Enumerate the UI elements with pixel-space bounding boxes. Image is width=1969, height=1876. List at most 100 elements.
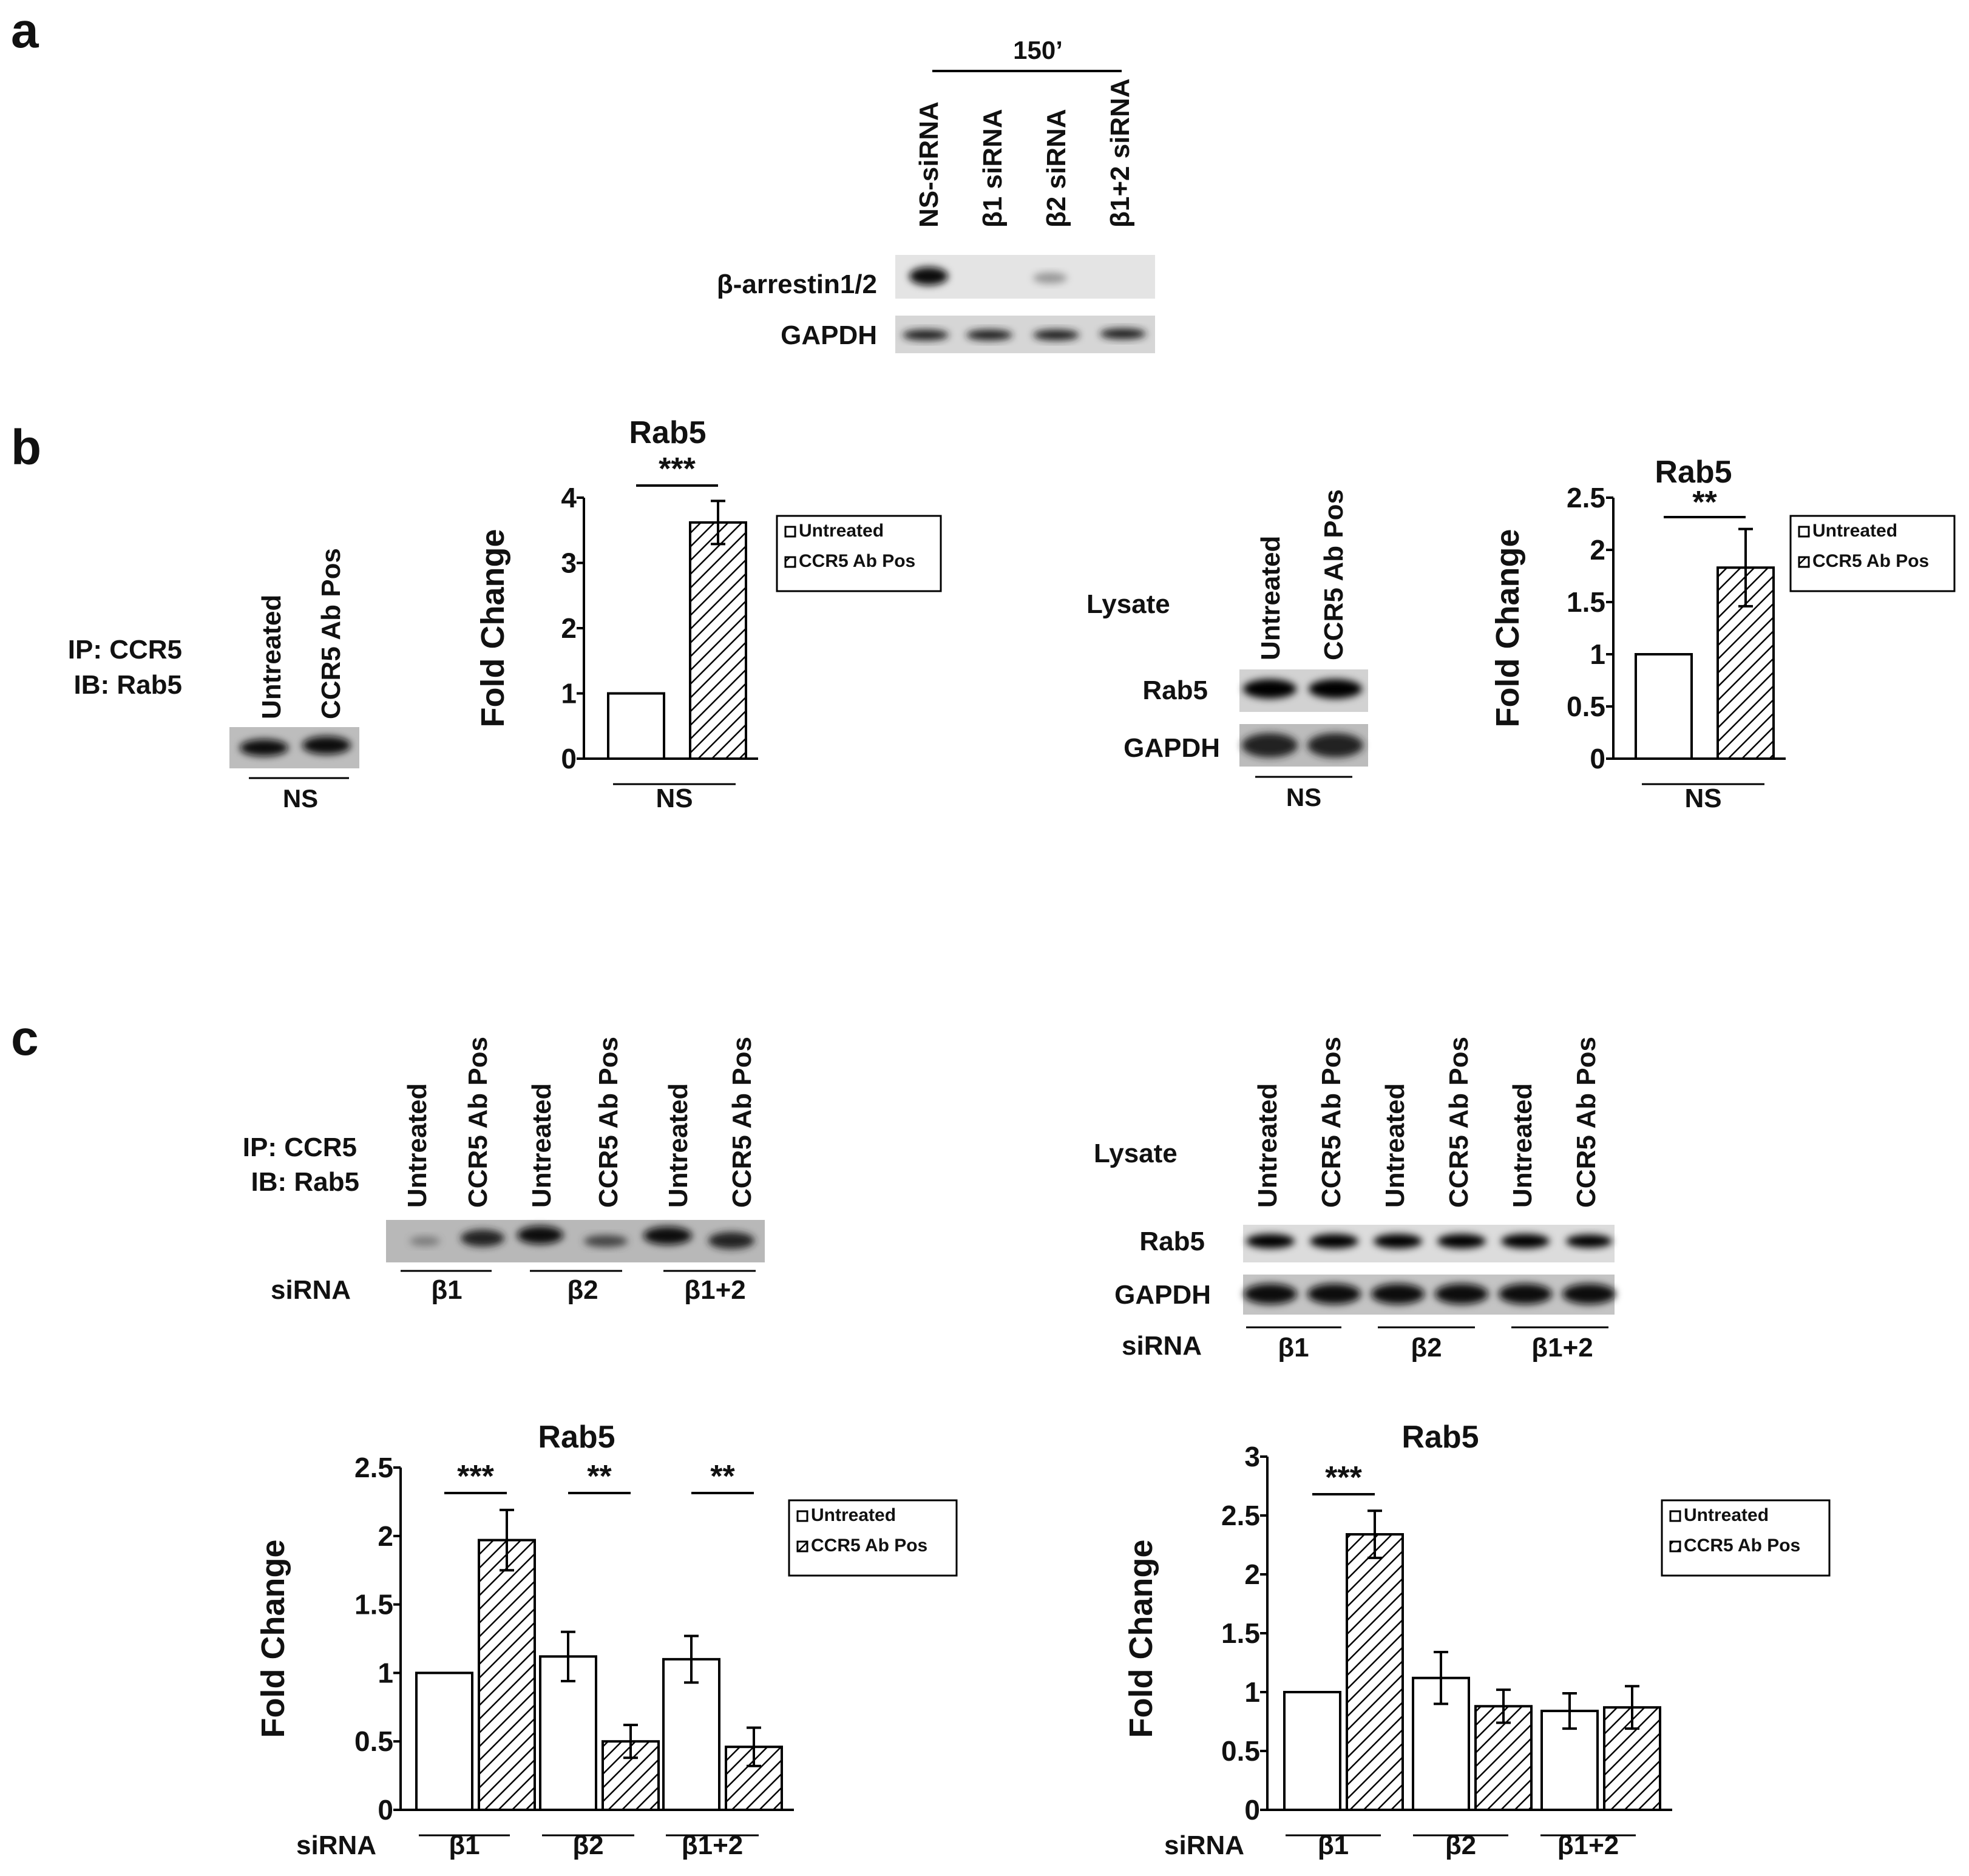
blot-band [966,330,1012,340]
lane-label: NS-siRNA [914,101,944,228]
blot-strip [386,1220,765,1262]
lane-label: Untreated [663,1083,693,1208]
panel-b-ip-blot: IP: CCR5 IB: Rab5 Untreated CCR5 Ab Pos … [68,548,359,813]
legend-swatch [784,526,796,538]
blot-band [1435,1284,1488,1304]
lane-label: CCR5 Ab Pos [1317,1037,1346,1208]
blot-band [1309,679,1362,699]
y-tick-label: 2 [1590,534,1605,566]
ip-label: IP: CCR5 [68,635,182,665]
blot-band [1371,1284,1425,1304]
group-label: NS [283,784,318,813]
y-tick-label: 3 [1244,1441,1260,1472]
lysate-label: Lysate [1086,589,1170,619]
blot-band [1244,1284,1297,1304]
sirna-label: siRNA [271,1275,351,1305]
lane-label: Untreated [402,1083,432,1208]
significance-stars: *** [659,452,696,487]
y-tick-label: 2 [1244,1559,1260,1590]
group-label: NS [1286,783,1321,811]
chart-title: Rab5 [538,1420,615,1455]
legend-swatch [784,556,796,568]
legend-box [1661,1499,1831,1577]
blot-band [643,1227,692,1245]
blot-band [1307,1284,1361,1304]
significance-stars: *** [1325,1460,1362,1495]
blot-band [1566,1234,1612,1248]
lane-label: CCR5 Ab Pos [594,1037,623,1208]
row-label: β-arrestin1/2 [717,269,877,299]
y-tick-label: 0 [1590,743,1605,774]
legend-swatch [1669,1540,1681,1553]
y-tick-label: 0 [1244,1794,1260,1826]
blot-band [1437,1234,1486,1248]
legend-entry: Untreated [811,1505,896,1525]
chart-title: Rab5 [1655,455,1732,490]
legend: Untreated CCR5 Ab Pos [1789,515,1956,592]
legend-entry: Untreated [799,521,884,541]
legend-swatch [1669,1510,1681,1522]
lysate-label: Lysate [1094,1139,1178,1168]
y-tick-label: 0 [561,743,577,774]
y-tick-label: 3 [561,547,577,579]
bar [689,521,747,760]
y-tick-label: 4 [561,482,577,513]
y-tick-label: 1.5 [354,1589,393,1620]
x-category-label: β1 [449,1830,480,1860]
chart-c-ip-rab5: Rab5 Fold Change 0 0.5 1 1.5 2 2.5 *** β1 ** β2 ** β1… [255,1420,958,1860]
group-label: β1+2 [684,1275,746,1305]
lane-label: Untreated [257,595,286,719]
blot-band [1242,733,1298,757]
lane-label: Untreated [1380,1083,1410,1208]
chart-title: Rab5 [629,415,706,450]
panel-a-blot: 150’ NS-siRNA β1 siRNA β2 siRNA β1+2 siR… [717,36,1155,353]
blot-band [1501,1234,1550,1248]
legend-entry: CCR5 Ab Pos [1812,551,1929,571]
lane-label: CCR5 Ab Pos [316,548,346,719]
chart-title: Rab5 [1401,1420,1479,1455]
bar [1635,653,1693,760]
blot-strip [1243,1225,1615,1262]
legend-box [1789,515,1956,592]
row-label: Rab5 [1139,1227,1205,1256]
blot-band [1100,328,1146,339]
bar [1540,1710,1599,1812]
chart-b-lysate-rab5: Rab5 Fold Change 0 0.5 1 1.5 2 2.5 ** NS Untreated… [1489,455,1956,813]
y-tick-label: 0.5 [354,1725,393,1757]
group-label: β2 [567,1275,598,1305]
lane-label: CCR5 Ab Pos [463,1037,493,1208]
x-category-label: β2 [572,1830,603,1860]
lane-label: CCR5 Ab Pos [1571,1037,1601,1208]
y-tick-label: 2.5 [1567,482,1605,513]
x-category-label: β1+2 [682,1830,744,1860]
x-axis-label: siRNA [296,1830,376,1860]
blot-band [302,736,351,754]
blot-band [1310,1234,1358,1248]
row-label: GAPDH [1114,1280,1211,1310]
row-label: GAPDH [1123,733,1220,763]
x-axis-label: siRNA [1164,1830,1244,1860]
panel-c-lysate-blot: Lysate Untreated CCR5 Ab Pos Untreated C… [1094,1037,1616,1363]
x-category-label: NS [656,784,693,813]
legend: Untreated CCR5 Ab Pos [776,515,942,592]
significance-stars: ** [710,1459,735,1494]
legend-box [788,1499,958,1577]
legend-entry: Untreated [1684,1505,1769,1525]
blot-band [1243,679,1296,699]
lane-label: CCR5 Ab Pos [1319,489,1349,660]
panel-b-lysate-blot: Lysate Untreated CCR5 Ab Pos Rab5 GAPDH … [1086,489,1368,811]
bar [478,1539,536,1812]
lane-label: Untreated [1508,1083,1537,1208]
lane-label: β1 siRNA [978,109,1008,228]
blot-strip [1243,1275,1615,1315]
row-label: Rab5 [1142,676,1208,705]
blot-band [708,1232,754,1249]
group-label: β1 [1278,1333,1309,1363]
blot-band [903,330,949,340]
y-axis-label: Fold Change [255,1540,291,1738]
y-tick-label: 1 [1590,638,1605,670]
significance-stars: ** [587,1459,612,1494]
y-tick-label: 0 [378,1794,393,1826]
chart-b-ip-rab5: Rab5 Fold Change 0 1 2 3 4 *** NS Untreated CCR5 A… [475,415,942,813]
